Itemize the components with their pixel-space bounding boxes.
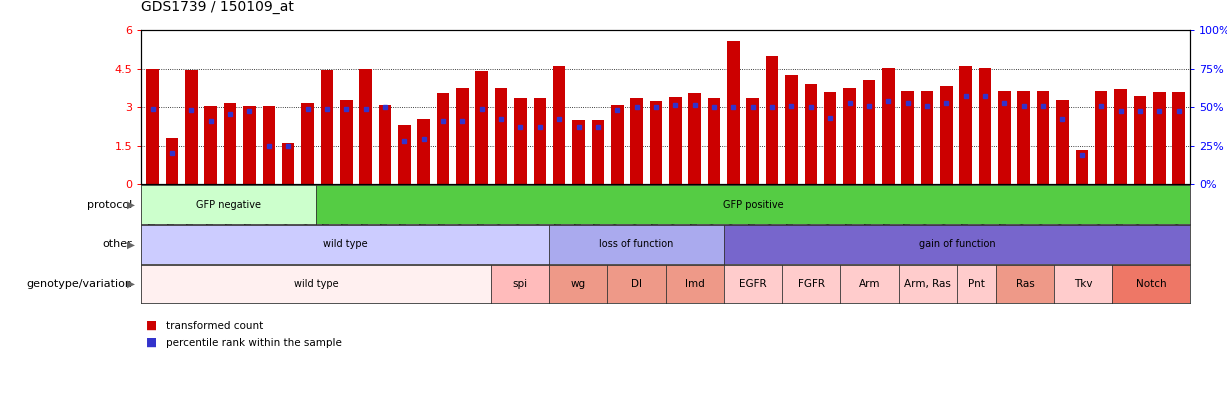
Bar — [728, 40, 740, 184]
Text: lmd: lmd — [685, 279, 704, 289]
Text: ■: ■ — [146, 336, 157, 349]
Text: FGFR: FGFR — [798, 279, 825, 289]
Text: ▶: ▶ — [126, 279, 135, 289]
Bar — [1094, 91, 1108, 184]
Bar — [379, 105, 391, 184]
Bar — [360, 69, 372, 184]
Bar — [146, 69, 160, 184]
Bar — [166, 138, 178, 184]
Text: transformed count: transformed count — [166, 321, 263, 330]
Bar — [340, 100, 352, 184]
Text: Arm: Arm — [859, 279, 881, 289]
Text: GFP negative: GFP negative — [196, 200, 261, 210]
Bar — [437, 93, 449, 184]
Bar — [205, 106, 217, 184]
Text: genotype/variation: genotype/variation — [27, 279, 133, 289]
Bar — [611, 105, 623, 184]
Bar — [1134, 96, 1146, 184]
Bar — [1056, 100, 1069, 184]
Text: Pnt: Pnt — [968, 279, 985, 289]
Bar — [805, 84, 817, 184]
Text: loss of function: loss of function — [599, 239, 674, 249]
Bar — [843, 88, 855, 184]
Bar — [631, 98, 643, 184]
Bar — [669, 97, 682, 184]
Text: Ras: Ras — [1016, 279, 1034, 289]
Bar — [920, 91, 934, 184]
Bar — [1017, 91, 1029, 184]
Text: Notch: Notch — [1136, 279, 1167, 289]
Bar — [823, 92, 837, 184]
Bar — [320, 70, 334, 184]
Bar — [476, 71, 488, 184]
Bar — [708, 98, 720, 184]
Bar — [1076, 149, 1088, 184]
Bar — [591, 120, 604, 184]
Bar — [998, 91, 1011, 184]
Text: wild type: wild type — [293, 279, 339, 289]
Bar — [766, 56, 778, 184]
Text: wild type: wild type — [323, 239, 367, 249]
Bar — [223, 103, 237, 184]
Bar — [553, 66, 566, 184]
Bar — [746, 98, 760, 184]
Bar — [572, 120, 585, 184]
Bar — [417, 119, 429, 184]
Bar — [263, 106, 275, 184]
Bar — [534, 98, 546, 184]
Bar — [688, 93, 701, 184]
Bar — [1037, 91, 1049, 184]
Bar — [494, 88, 508, 184]
Bar — [882, 68, 894, 184]
Bar — [785, 75, 798, 184]
Bar — [940, 85, 952, 184]
Text: EGFR: EGFR — [739, 279, 767, 289]
Text: Arm, Ras: Arm, Ras — [904, 279, 951, 289]
Bar — [398, 125, 411, 184]
Text: gain of function: gain of function — [919, 239, 995, 249]
Text: ▶: ▶ — [126, 239, 135, 249]
Text: ▶: ▶ — [126, 200, 135, 210]
Bar — [514, 98, 526, 184]
Bar — [649, 101, 663, 184]
Bar — [863, 80, 875, 184]
Bar — [185, 70, 198, 184]
Bar — [1172, 92, 1185, 184]
Text: Dl: Dl — [631, 279, 642, 289]
Bar — [979, 68, 991, 184]
Text: percentile rank within the sample: percentile rank within the sample — [166, 338, 341, 347]
Text: GDS1739 / 150109_at: GDS1739 / 150109_at — [141, 0, 294, 14]
Text: spi: spi — [513, 279, 528, 289]
Bar — [282, 143, 294, 184]
Bar — [243, 106, 255, 184]
Bar — [302, 103, 314, 184]
Text: Tkv: Tkv — [1074, 279, 1092, 289]
Text: protocol: protocol — [87, 200, 133, 210]
Bar — [960, 66, 972, 184]
Bar — [1153, 92, 1166, 184]
Text: GFP positive: GFP positive — [723, 200, 783, 210]
Bar — [902, 91, 914, 184]
Bar — [456, 88, 469, 184]
Bar — [1114, 90, 1126, 184]
Text: wg: wg — [571, 279, 585, 289]
Text: other: other — [103, 239, 133, 249]
Text: ■: ■ — [146, 319, 157, 332]
